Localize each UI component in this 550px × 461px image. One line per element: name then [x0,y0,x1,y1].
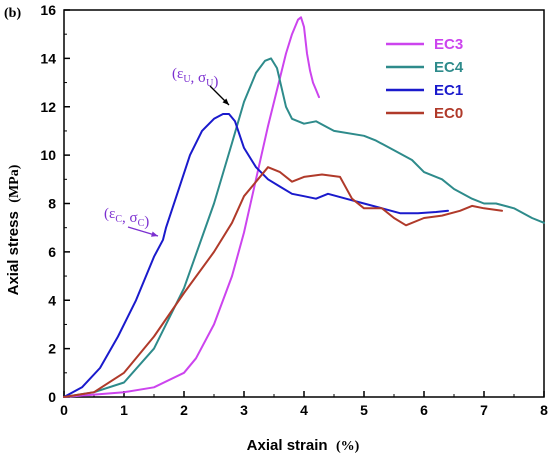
x-tick-label: 5 [360,402,368,418]
y-tick-label: 6 [48,244,56,260]
x-tick-label: 6 [420,402,428,418]
annotation-layer: (εU, σU) (εC, σC) [104,66,230,237]
x-tick-label: 2 [180,402,188,418]
annotation-label: (εU, σU) [172,66,218,90]
legend-label: EC4 [434,59,464,76]
annotation-label: (εC, σC) [104,206,149,230]
x-tick-label: 3 [240,402,248,418]
x-tick-label: 4 [300,402,308,418]
legend: EC3 EC4 EC1 EC0 [386,36,464,122]
annotation-c: (εC, σC) [104,206,159,237]
annotation-u: (εU, σU) [172,66,230,106]
series-line-ec3 [63,16,320,398]
series-line-ec4 [63,57,545,398]
x-ticks: 0 1 2 3 4 5 6 7 8 [60,391,548,418]
y-axis-label: Axial stress [5,211,22,295]
x-axis-label: Axial strain [247,437,328,454]
panel-label: (b) [4,6,21,21]
y-tick-label: 16 [40,2,56,18]
series-line-ec1 [63,113,449,398]
series-layer [63,16,545,398]
legend-label: EC1 [434,82,463,99]
legend-label: EC3 [434,36,463,53]
annotation-arrowhead [151,231,158,237]
y-tick-label: 2 [48,341,56,357]
x-axis-unit: (%) [336,439,360,454]
legend-label: EC0 [434,105,463,122]
svg-text:Axial stress (MPa): Axial stress (MPa) [5,164,22,295]
x-tick-label: 0 [60,402,68,418]
x-tick-label: 7 [480,402,488,418]
x-axis-title: Axial strain (%) [247,437,360,454]
y-tick-label: 8 [48,196,56,212]
series-line-ec0 [63,166,503,398]
y-ticks: 0 2 4 6 8 10 12 14 16 [40,2,70,405]
y-tick-label: 12 [40,99,56,115]
y-tick-label: 4 [48,292,56,308]
x-tick-label: 8 [540,402,548,418]
y-tick-label: 10 [40,147,56,163]
y-tick-label: 0 [48,389,56,405]
y-axis-title: Axial stress (MPa) [5,164,22,295]
annotation-arrowhead [222,98,229,105]
y-tick-label: 14 [40,50,56,66]
y-axis-unit: (MPa) [7,164,22,202]
x-tick-label: 1 [120,402,128,418]
plot-frame [63,9,545,398]
